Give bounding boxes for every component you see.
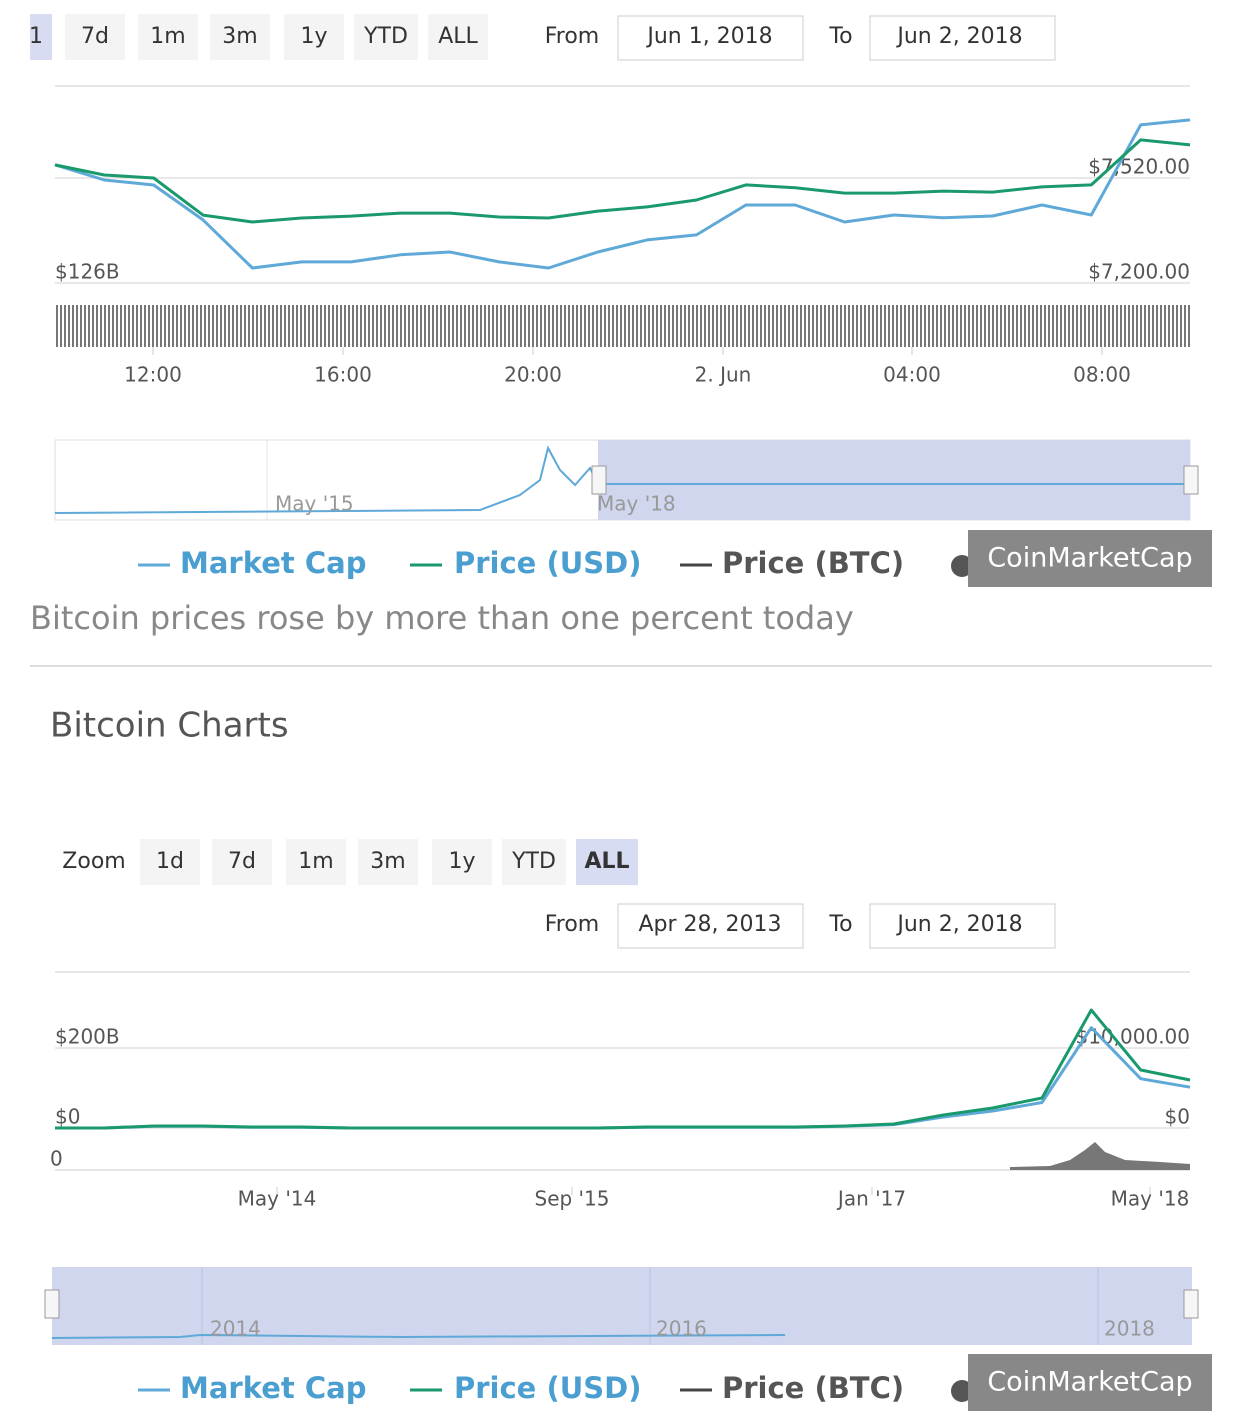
series-line	[55, 1008, 1191, 1130]
x-tick-label: Jan '17	[836, 1187, 906, 1211]
legend-entry[interactable]: Price (BTC)	[722, 546, 904, 580]
navigator-handle[interactable]	[1183, 1289, 1199, 1319]
zoom-button[interactable]: 7d	[81, 24, 109, 49]
y-tick-label: $7,200.00	[1088, 259, 1190, 283]
zoom-button-bg	[428, 14, 488, 60]
to-date[interactable]: Jun 2, 2018	[895, 912, 1022, 937]
legend-entry[interactable]: Market Cap	[180, 546, 366, 580]
zoom-button[interactable]: ALL	[438, 24, 478, 49]
zoom-button[interactable]: 1d	[156, 849, 184, 874]
x-tick-label: 04:00	[883, 363, 941, 387]
zoom-button-bg	[138, 14, 198, 60]
zoom-button-bg	[358, 839, 418, 885]
date-box[interactable]	[869, 903, 1056, 949]
zoom-button[interactable]: 3m	[370, 849, 405, 874]
navigator-line	[51, 1333, 786, 1339]
zoom-button-bg	[502, 839, 566, 885]
zoom-button-bg	[140, 839, 200, 885]
navigator-label: 2016	[656, 1317, 707, 1341]
zoom-button-bg	[65, 14, 125, 60]
legend-dot	[951, 1380, 973, 1402]
watermark: CoinMarketCap	[987, 543, 1192, 574]
watermark: CoinMarketCap	[987, 1367, 1192, 1398]
x-tick-label: 20:00	[504, 363, 562, 387]
from-label: From	[545, 912, 600, 937]
zoom-button-bg	[284, 14, 344, 60]
legend-entry[interactable]: Price (USD)	[454, 546, 641, 580]
caption: Bitcoin prices rose by more than one per…	[30, 599, 854, 637]
x-tick-label: 12:00	[124, 363, 182, 387]
navigator-label: 2014	[210, 1317, 261, 1341]
volume-area	[1010, 1142, 1190, 1170]
zoom-button[interactable]: 1	[29, 24, 43, 49]
x-tick-label: May '18	[1111, 1187, 1190, 1211]
y-tick-label: $200B	[55, 1025, 120, 1049]
navigator-label: May '15	[275, 492, 354, 516]
volume-tick-label: 0	[50, 1147, 63, 1171]
zoom-button-bg	[432, 839, 492, 885]
navigator-selection[interactable]	[598, 440, 1190, 520]
watermark-bg	[968, 1354, 1212, 1411]
zoom-button[interactable]: ALL	[584, 849, 629, 874]
y-tick-label: $10,000.00	[1075, 1025, 1190, 1049]
top-controls	[65, 14, 1056, 61]
navigator-label: 2018	[1104, 1317, 1155, 1341]
from-label: From	[545, 24, 600, 49]
y-tick-label: $126B	[55, 259, 120, 283]
to-label: To	[828, 912, 852, 937]
from-date[interactable]: Apr 28, 2013	[638, 912, 781, 937]
series-line	[54, 118, 1191, 270]
to-label: To	[828, 24, 852, 49]
y-tick-label: $0	[1165, 1105, 1190, 1129]
zoom-button[interactable]: YTD	[511, 849, 556, 874]
date-box[interactable]	[617, 15, 804, 61]
navigator-handle[interactable]	[44, 1289, 60, 1319]
legend-entry[interactable]: Price (BTC)	[722, 1371, 904, 1405]
volume-bars	[55, 305, 1192, 347]
date-box[interactable]	[617, 903, 804, 949]
watermark-bg	[968, 530, 1212, 587]
zoom-button-bg	[30, 14, 52, 60]
zoom-button[interactable]: 1y	[300, 24, 327, 49]
series-line	[55, 1026, 1191, 1130]
bottom-controls	[140, 839, 1056, 949]
zoom-button[interactable]: 1m	[150, 24, 185, 49]
zoom-button[interactable]: 7d	[228, 849, 256, 874]
legend-dot	[951, 555, 973, 577]
zoom-button[interactable]: 1y	[448, 849, 475, 874]
zoom-button-bg	[354, 14, 418, 60]
date-box[interactable]	[869, 15, 1056, 61]
x-tick-label: May '14	[238, 1187, 317, 1211]
zoom-button-bg	[286, 839, 346, 885]
from-date[interactable]: Jun 1, 2018	[645, 24, 772, 49]
x-tick-label: Sep '15	[535, 1187, 610, 1211]
x-tick-label: 16:00	[314, 363, 372, 387]
navigator-selection[interactable]	[52, 1267, 1192, 1345]
zoom-button-bg	[210, 14, 270, 60]
zoom-button[interactable]: YTD	[363, 24, 408, 49]
y-tick-label: $7,520.00	[1088, 154, 1190, 178]
navigator-handle[interactable]	[1183, 465, 1199, 495]
y-tick-label: $0	[55, 1105, 80, 1129]
zoom-label: Zoom	[62, 849, 125, 874]
legend-entry[interactable]: Market Cap	[180, 1371, 366, 1405]
series-line	[54, 138, 1191, 224]
to-date[interactable]: Jun 2, 2018	[895, 24, 1022, 49]
zoom-button-bg	[212, 839, 272, 885]
zoom-button-bg	[576, 839, 638, 885]
section-title: Bitcoin Charts	[50, 706, 289, 746]
zoom-button[interactable]: 3m	[222, 24, 257, 49]
navigator-label: May '18	[597, 492, 676, 516]
zoom-button[interactable]: 1m	[298, 849, 333, 874]
x-tick-label: 2. Jun	[695, 363, 752, 387]
navigator-handle[interactable]	[591, 465, 607, 495]
legend-entry[interactable]: Price (USD)	[454, 1371, 641, 1405]
x-tick-label: 08:00	[1073, 363, 1131, 387]
